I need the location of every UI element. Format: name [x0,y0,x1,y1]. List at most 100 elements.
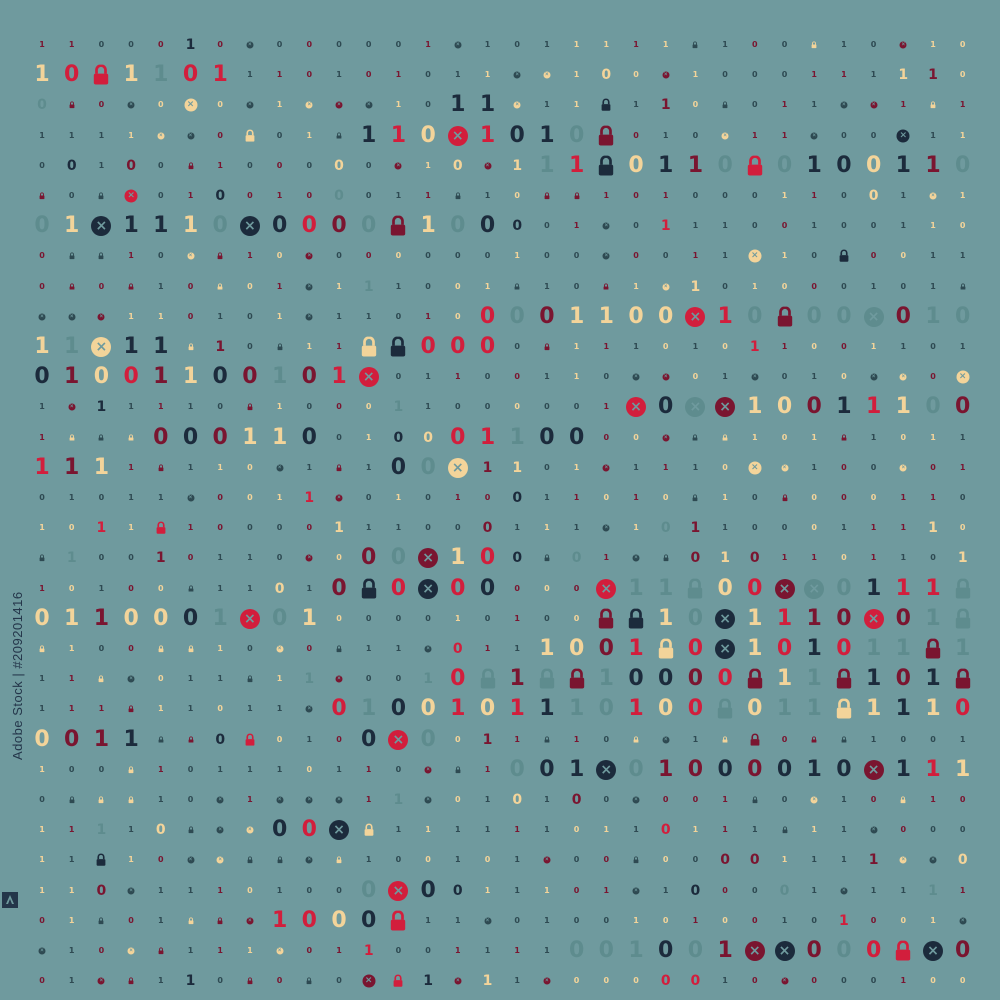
x-circle-icon: × [239,608,260,629]
binary-one-glyph: 1 [512,459,523,476]
binary-one-glyph: 1 [66,550,77,567]
binary-zero-glyph: 0 [512,218,523,235]
binary-zero-glyph: 0 [603,915,610,925]
binary-zero-glyph: 0 [217,493,223,502]
x-circle-icon: × [929,192,937,200]
binary-one-glyph: 1 [482,459,493,476]
binary-zero-glyph: 0 [806,938,822,963]
binary-zero-glyph: 0 [752,915,758,925]
binary-one-glyph: 1 [276,402,283,412]
x-circle-icon: × [187,856,194,864]
binary-one-glyph: 1 [870,885,877,895]
binary-one-glyph: 1 [870,342,877,351]
x-circle-icon: × [187,252,194,260]
binary-one-glyph: 1 [959,734,966,744]
binary-one-glyph: 1 [870,432,877,442]
binary-one-glyph: 1 [247,583,253,593]
binary-one-glyph: 1 [633,100,639,110]
binary-one-glyph: 1 [217,311,223,321]
x-circle-icon: × [626,397,646,418]
binary-zero-glyph: 0 [690,882,701,899]
binary-one-glyph: 1 [153,213,169,239]
binary-one-glyph: 1 [390,122,407,148]
binary-zero-glyph: 0 [539,424,555,450]
binary-zero-glyph: 0 [841,493,847,502]
binary-zero-glyph: 0 [98,553,105,563]
binary-zero-glyph: 0 [306,644,313,653]
binary-one-glyph: 1 [158,493,164,502]
binary-zero-glyph: 0 [687,938,704,963]
binary-one-glyph: 1 [781,553,788,563]
binary-zero-glyph: 0 [217,130,223,140]
lock-icon [69,101,75,109]
x-circle-icon: × [424,645,432,653]
binary-zero-glyph: 0 [544,462,550,472]
binary-one-glyph: 1 [242,424,258,450]
binary-one-glyph: 1 [365,644,372,653]
x-circle-icon: × [863,306,884,327]
binary-zero-glyph: 0 [247,523,253,533]
x-circle-icon: × [157,132,165,140]
binary-one-glyph: 1 [128,130,134,140]
binary-zero-glyph: 0 [452,882,463,899]
binary-one-glyph: 1 [271,364,288,390]
x-circle-icon: × [276,645,284,653]
binary-zero-glyph: 0 [573,976,580,986]
x-circle-icon: × [662,283,670,291]
binary-one-glyph: 1 [450,92,466,118]
binary-zero-glyph: 0 [64,726,80,752]
binary-one-glyph: 1 [484,795,491,804]
x-circle-icon: × [484,162,491,170]
binary-one-glyph: 1 [722,251,728,261]
binary-zero-glyph: 0 [158,40,164,49]
binary-zero-glyph: 0 [306,764,313,774]
lock-icon [128,977,134,985]
x-circle-icon: × [184,98,197,112]
x-circle-icon: × [513,101,521,109]
binary-zero-glyph: 0 [247,281,253,291]
binary-one-glyph: 1 [425,40,431,49]
binary-one-glyph: 1 [187,946,194,955]
binary-zero-glyph: 0 [836,605,852,631]
x-circle-icon: × [305,705,313,713]
binary-one-glyph: 1 [187,704,194,714]
x-circle-icon: × [804,578,825,599]
binary-one-glyph: 1 [776,666,793,692]
binary-zero-glyph: 0 [484,613,491,623]
binary-one-glyph: 1 [717,303,733,329]
binary-zero-glyph: 0 [247,885,253,895]
binary-one-glyph: 1 [336,311,342,321]
lock-icon [601,99,612,112]
binary-one-glyph: 1 [898,67,909,84]
lock-icon [686,578,704,599]
binary-zero-glyph: 0 [217,976,223,986]
binary-one-glyph: 1 [217,583,223,593]
binary-one-glyph: 1 [690,278,701,295]
x-circle-icon: × [216,826,224,834]
binary-one-glyph: 1 [247,795,253,804]
binary-zero-glyph: 0 [331,907,347,933]
binary-zero-glyph: 0 [633,130,639,140]
lock-icon [692,434,698,441]
binary-one-glyph: 1 [393,792,404,808]
binary-zero-glyph: 0 [217,523,223,533]
binary-one-glyph: 1 [212,62,228,88]
binary-zero-glyph: 0 [573,613,580,623]
binary-one-glyph: 1 [420,213,436,239]
binary-zero-glyph: 0 [450,575,466,601]
binary-zero-glyph: 0 [217,704,223,714]
binary-zero-glyph: 0 [955,303,971,329]
binary-zero-glyph: 0 [365,493,372,502]
binary-zero-glyph: 0 [450,424,466,450]
binary-one-glyph: 1 [39,583,45,593]
binary-zero-glyph: 0 [187,553,194,563]
binary-one-glyph: 1 [361,696,377,722]
binary-one-glyph: 1 [749,339,760,355]
binary-zero-glyph: 0 [959,825,966,835]
binary-zero-glyph: 0 [128,915,134,925]
binary-zero-glyph: 0 [187,764,194,774]
binary-one-glyph: 1 [185,37,196,53]
binary-one-glyph: 1 [568,152,585,178]
binary-zero-glyph: 0 [752,191,758,200]
lock-icon [657,638,675,660]
